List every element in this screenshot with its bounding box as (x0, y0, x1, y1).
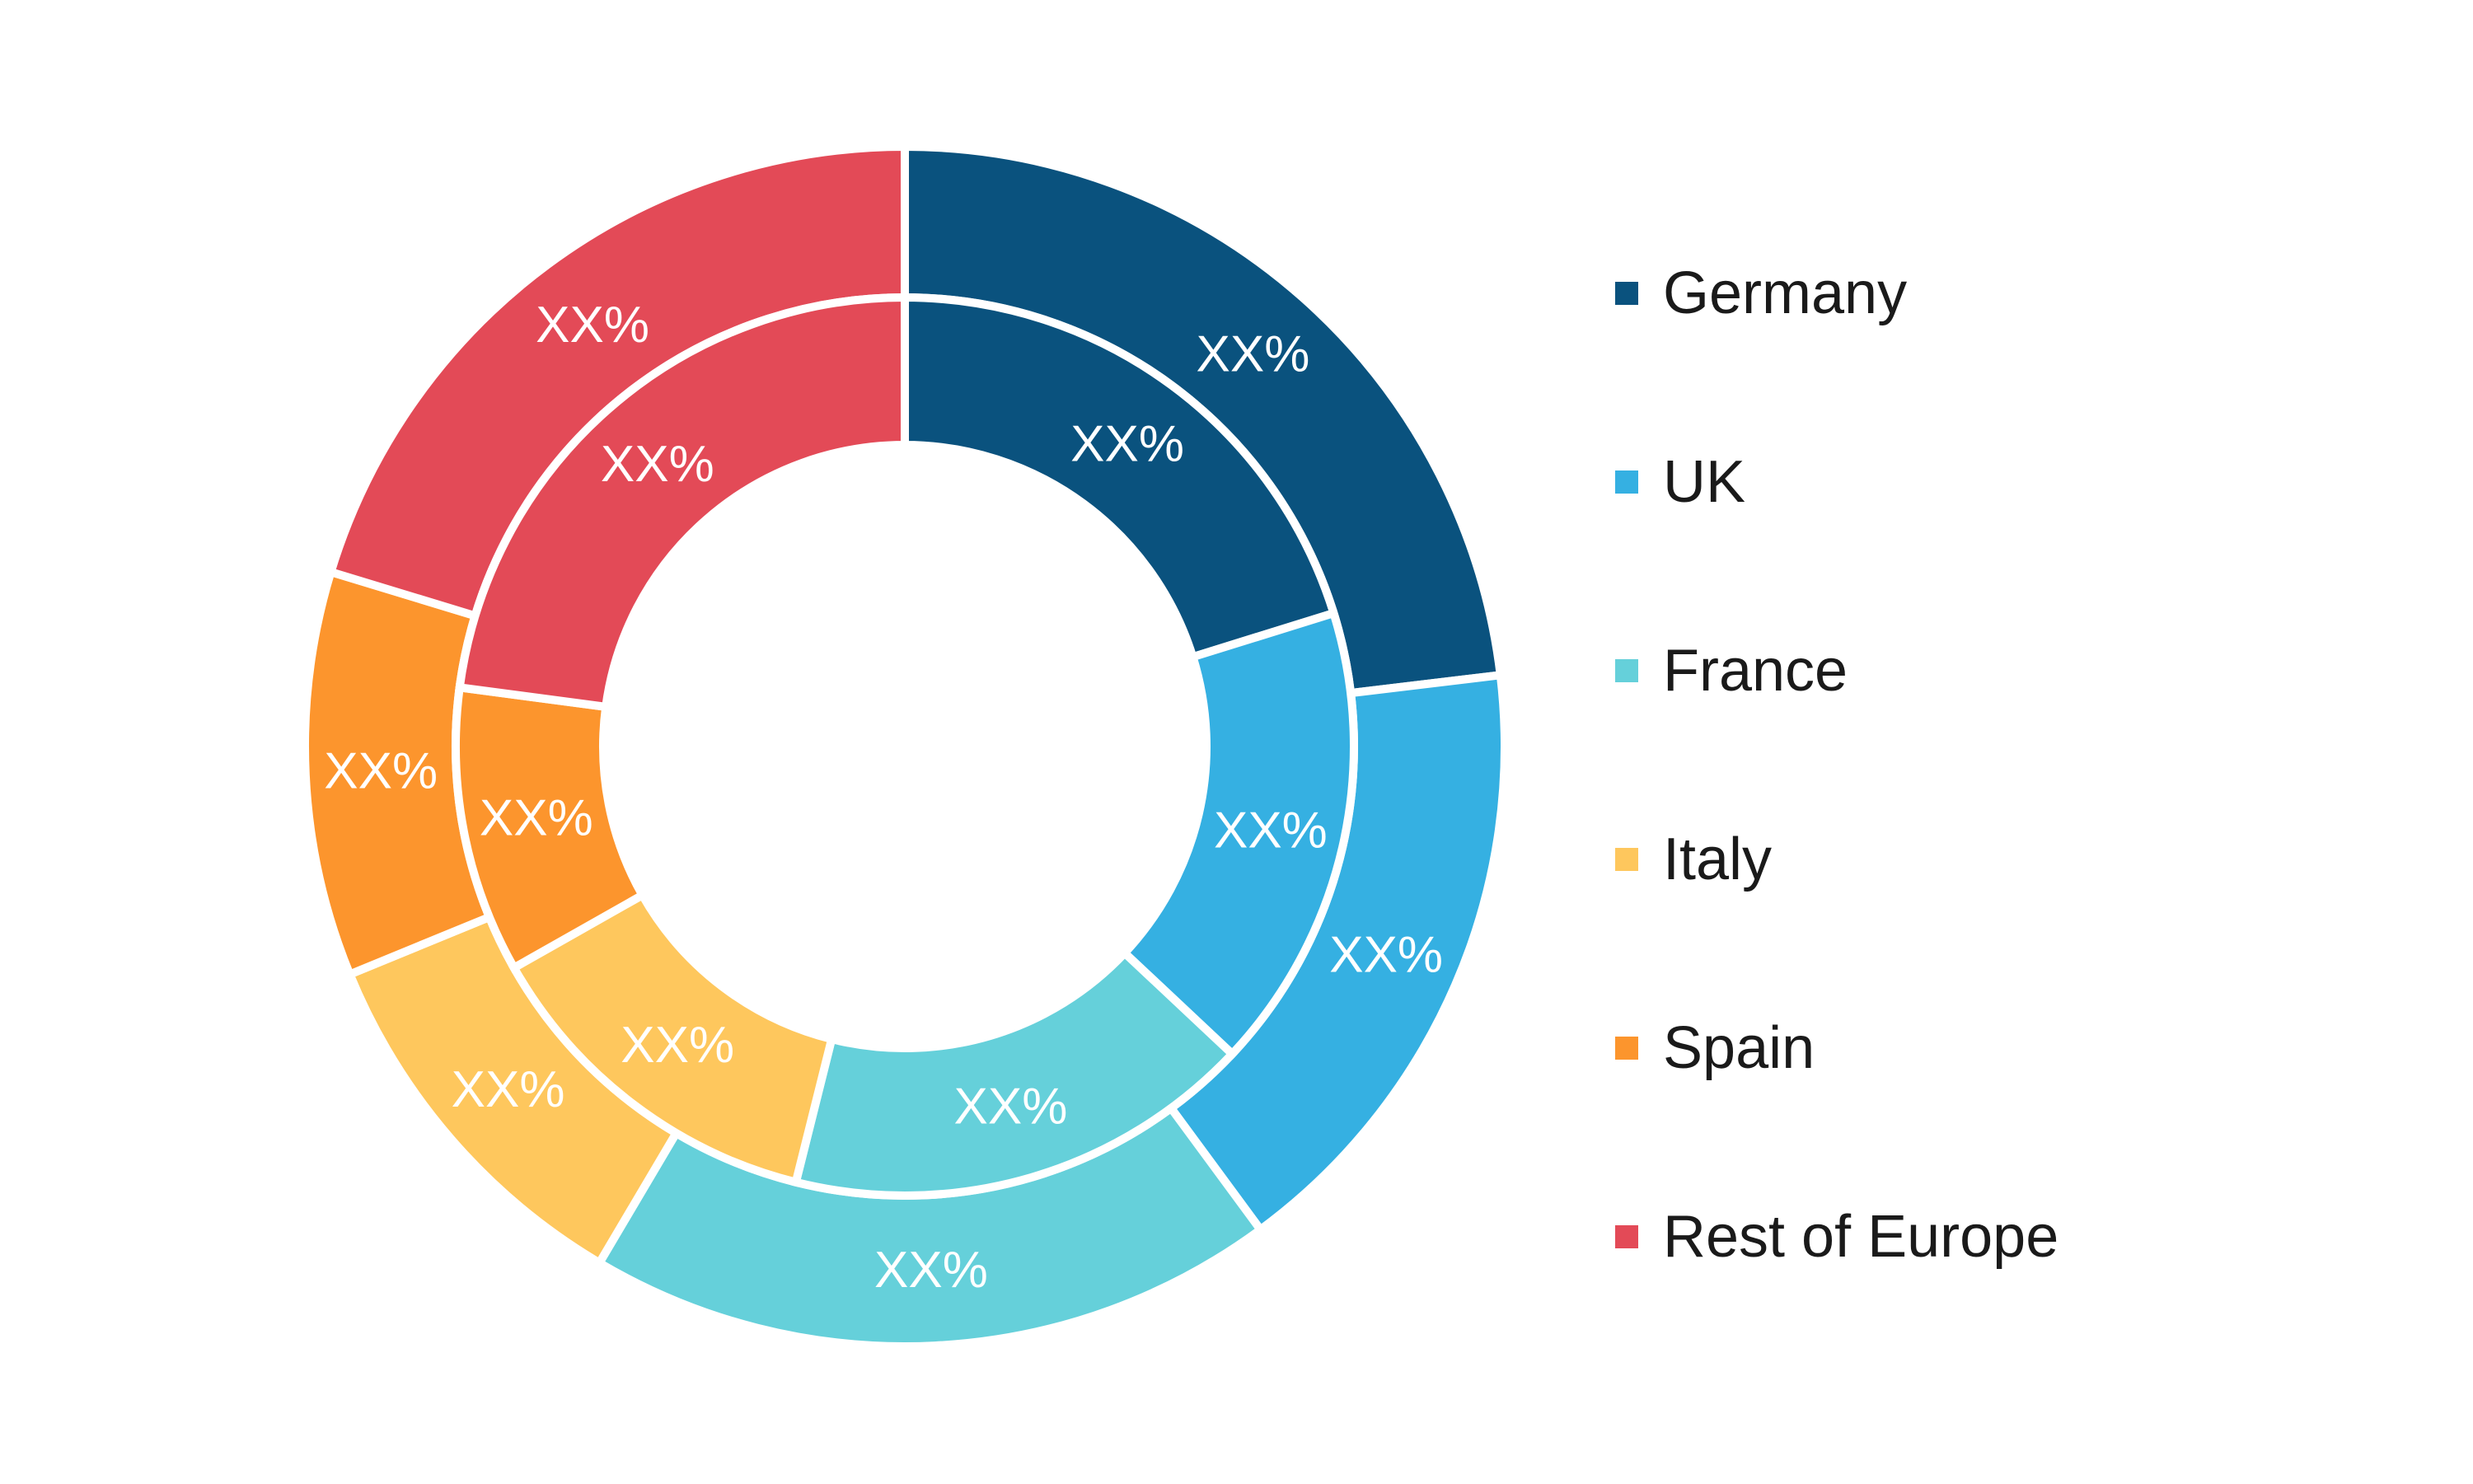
outer-label-italy: XX% (452, 1061, 565, 1118)
legend-label-rest-of-europe: Rest of Europe (1663, 1204, 2058, 1270)
outer-label-france: XX% (874, 1242, 988, 1299)
legend-swatch-rest-of-europe (1615, 1225, 1638, 1248)
legend-label-italy: Italy (1663, 826, 1772, 892)
legend-item-germany: Germany (1615, 260, 1907, 326)
legend-swatch-germany (1615, 282, 1638, 305)
outer-label-uk: XX% (1329, 926, 1443, 983)
inner-slice-uk (1118, 607, 1358, 1060)
legend-item-rest-of-europe: Rest of Europe (1615, 1204, 2058, 1270)
legend-label-uk: UK (1663, 449, 1745, 515)
legend-swatch-uk (1615, 470, 1638, 494)
inner-label-rest-of-europe: XX% (601, 436, 714, 493)
legend-label-spain: Spain (1663, 1015, 1815, 1081)
donut-slice-labels: XX%XX%XX%XX%XX%XX%XX%XX%XX%XX%XX%XX% (324, 297, 1443, 1299)
inner-label-spain: XX% (480, 789, 593, 846)
legend-label-france: France (1663, 638, 1848, 704)
legend-swatch-france (1615, 659, 1638, 682)
legend-swatch-italy (1615, 848, 1638, 871)
inner-label-germany: XX% (1070, 416, 1184, 473)
legend-swatch-spain (1615, 1037, 1638, 1060)
legend-item-spain: Spain (1615, 1015, 1815, 1081)
inner-label-france: XX% (954, 1079, 1068, 1135)
legend-item-france: France (1615, 638, 1848, 704)
inner-slice-france (790, 947, 1239, 1200)
outer-label-spain: XX% (324, 742, 438, 799)
legend-label-germany: Germany (1663, 260, 1907, 326)
outer-label-rest-of-europe: XX% (536, 297, 649, 353)
inner-slice-germany (901, 293, 1339, 662)
inner-slice-rest-of-europe (455, 293, 909, 712)
legend-item-italy: Italy (1615, 826, 1772, 892)
inner-label-uk: XX% (1214, 803, 1328, 859)
legend-item-uk: UK (1615, 449, 1745, 515)
donut-slices (301, 142, 1509, 1351)
inner-label-italy: XX% (621, 1017, 734, 1074)
outer-label-germany: XX% (1197, 325, 1310, 382)
legend: Germany UK France Italy Spain Rest of Europe (1615, 260, 2058, 1270)
